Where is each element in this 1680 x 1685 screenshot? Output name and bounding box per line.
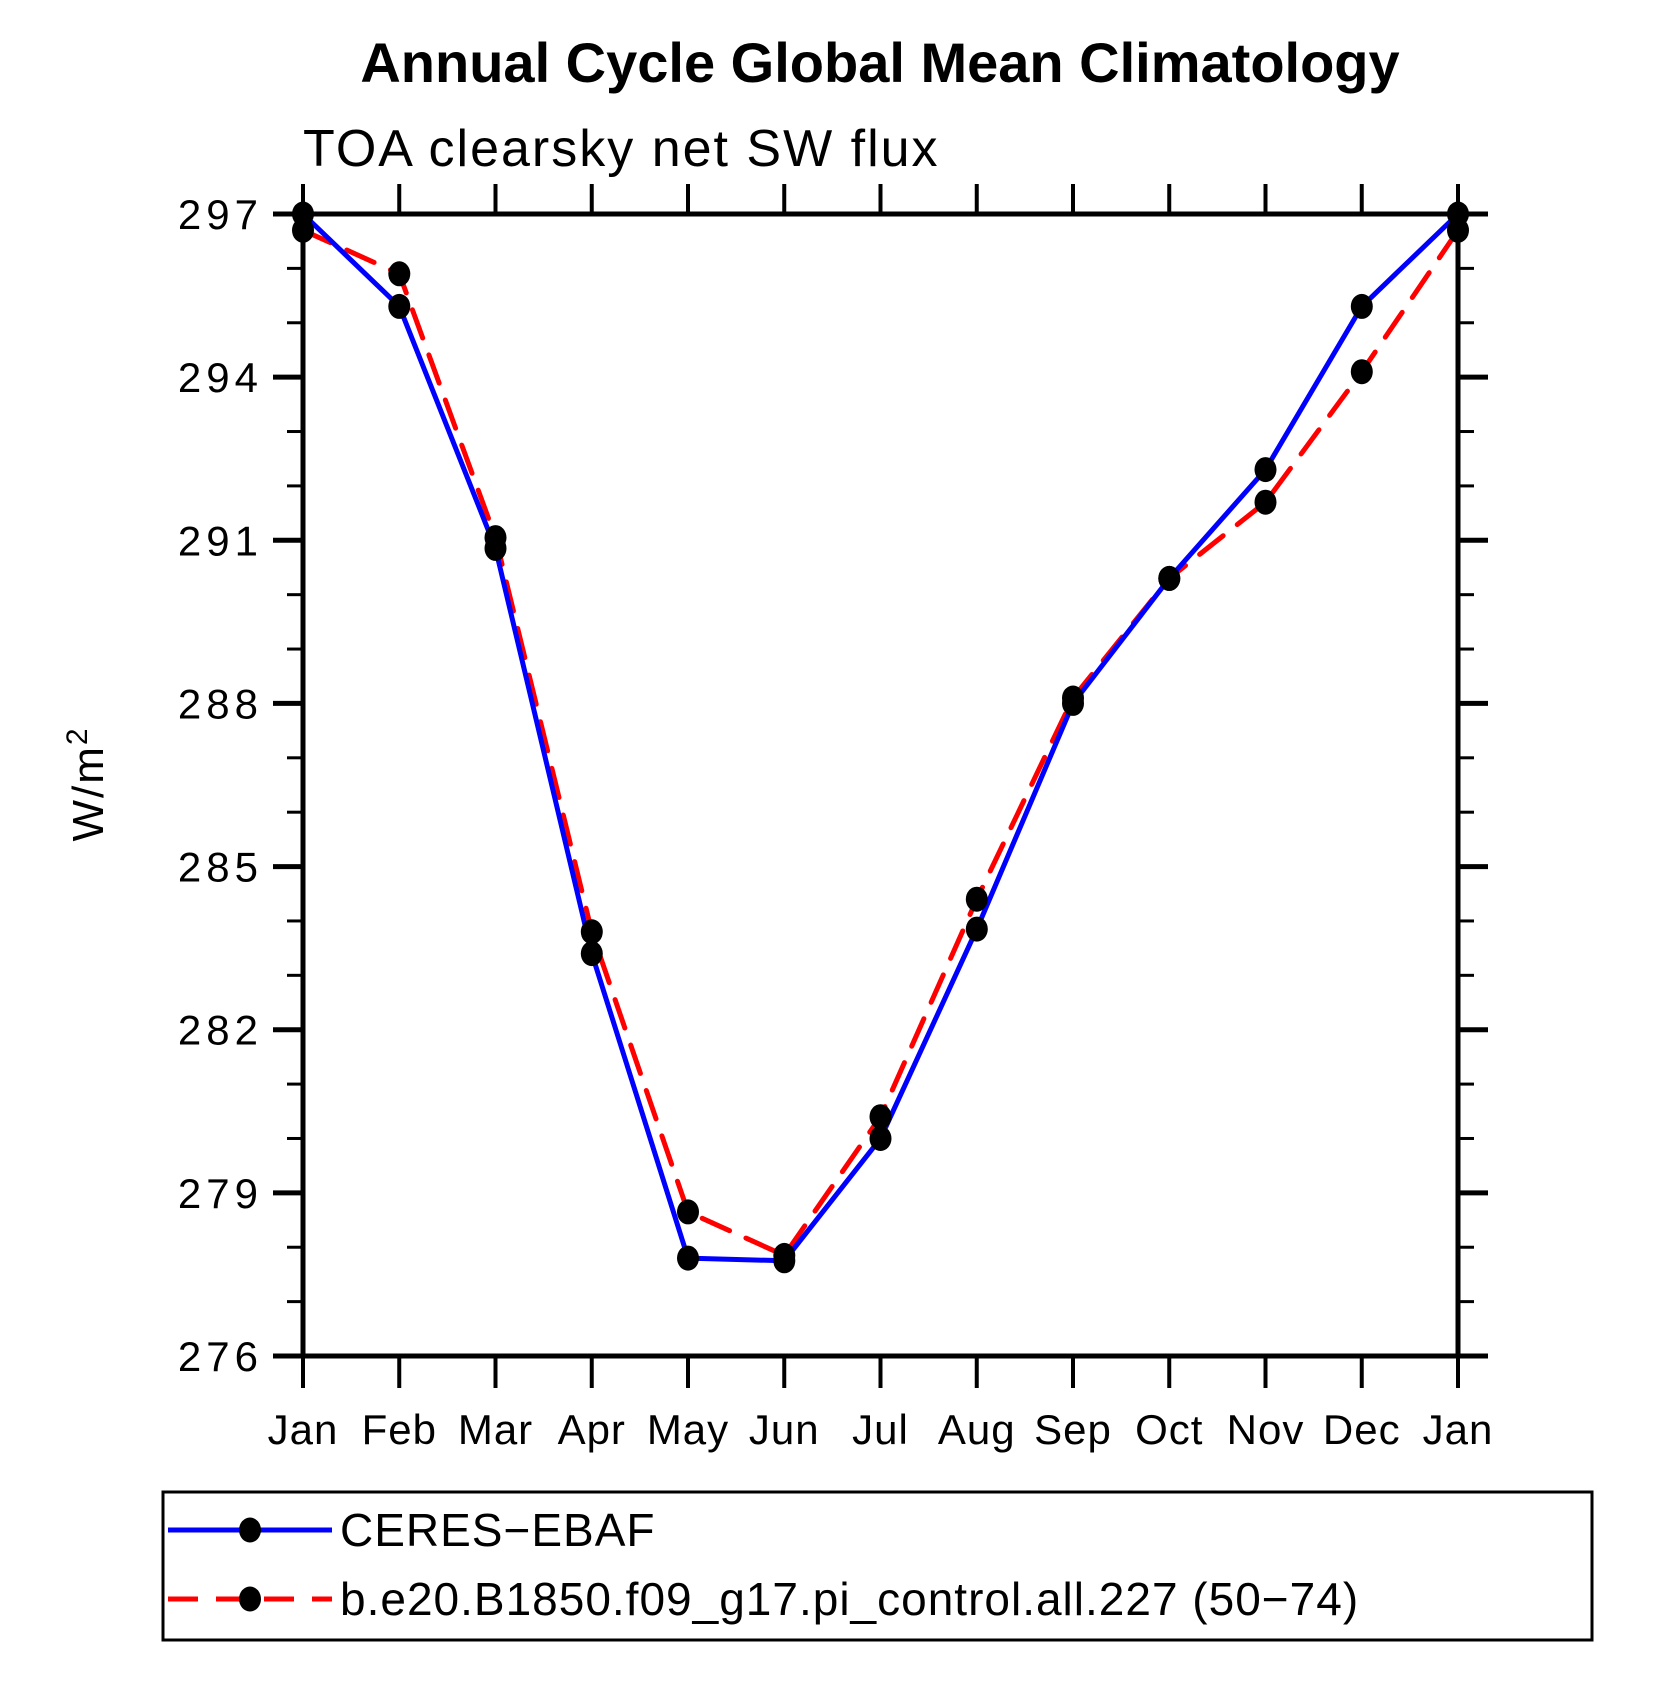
- x-tick-label: Oct: [1135, 1406, 1203, 1453]
- y-axis-title-superscript: 2: [61, 726, 94, 745]
- x-tick-label: Jun: [749, 1406, 820, 1453]
- y-tick-label: 288: [178, 680, 263, 727]
- x-tick-label: Feb: [362, 1406, 437, 1453]
- x-tick-label: Sep: [1034, 1406, 1112, 1453]
- data-point-marker: [388, 261, 411, 287]
- series-line-model: [300, 227, 1461, 1258]
- legend-entry-ceres: CERES−EBAF: [168, 1504, 656, 1556]
- legend-entry-model: b.e20.B1850.f09_g17.pi_control.all.227 (…: [168, 1573, 1359, 1625]
- y-tick-label: 285: [178, 844, 263, 891]
- data-point-marker: [1254, 489, 1277, 515]
- x-tick-label: Jan: [268, 1406, 339, 1453]
- data-point-marker: [1062, 690, 1084, 716]
- chart-subtitle: TOA clearsky net SW flux: [303, 120, 940, 178]
- x-tick-label: Nov: [1227, 1406, 1305, 1453]
- x-tick-label: Aug: [938, 1406, 1016, 1453]
- series-layer: [292, 201, 1469, 1274]
- axis-tick-labels: 276 279 282 285 288 291 294 297 Jan Feb Mar Apr May J…: [178, 191, 1494, 1453]
- y-tick-label: 297: [178, 191, 263, 238]
- x-tick-label: May: [647, 1406, 729, 1453]
- data-point-marker: [388, 293, 411, 319]
- data-point-marker: [965, 916, 988, 942]
- y-tick-label: 279: [178, 1170, 263, 1217]
- data-point-marker: [965, 886, 988, 912]
- x-tick-label: Apr: [558, 1406, 626, 1453]
- series-line-ceres: [300, 211, 1461, 1264]
- data-point-marker: [484, 535, 507, 561]
- chart-title: Annual Cycle Global Mean Climatology: [360, 31, 1399, 94]
- data-point-marker: [1350, 293, 1373, 319]
- x-tick-label: Jul: [852, 1406, 909, 1453]
- legend-marker-icon: [239, 1586, 261, 1612]
- data-point-marker: [1254, 457, 1277, 483]
- y-tick-label: 276: [178, 1333, 263, 1380]
- data-point-marker: [869, 1104, 892, 1130]
- y-tick-label: 282: [178, 1007, 263, 1054]
- legend-label-model: b.e20.B1850.f09_g17.pi_control.all.227 (…: [340, 1573, 1359, 1625]
- x-tick-label: Jan: [1423, 1406, 1494, 1453]
- data-point-marker: [677, 1245, 699, 1271]
- data-point-marker: [869, 1126, 892, 1151]
- data-point-marker: [580, 941, 603, 967]
- y-tick-label: 294: [178, 354, 263, 401]
- x-tick-label: Mar: [458, 1406, 533, 1453]
- y-axis-title-base: W/m: [64, 745, 113, 841]
- legend: CERES−EBAF b.e20.B1850.f09_g17.pi_contro…: [161, 1490, 1594, 1642]
- y-axis-title: W/m2: [61, 726, 113, 841]
- data-point-marker: [1158, 565, 1181, 591]
- data-point-marker: [677, 1199, 699, 1225]
- y-tick-label: 291: [178, 517, 263, 564]
- data-point-marker: [580, 919, 603, 945]
- plot-frame: [300, 211, 1461, 1359]
- legend-box: [161, 1490, 1594, 1642]
- legend-label-ceres: CERES−EBAF: [340, 1504, 656, 1556]
- legend-marker-icon: [239, 1517, 261, 1543]
- x-tick-label: Dec: [1323, 1406, 1401, 1453]
- data-point-marker: [1350, 359, 1373, 385]
- axis-ticks: [273, 184, 1488, 1388]
- data-point-marker: [773, 1248, 796, 1274]
